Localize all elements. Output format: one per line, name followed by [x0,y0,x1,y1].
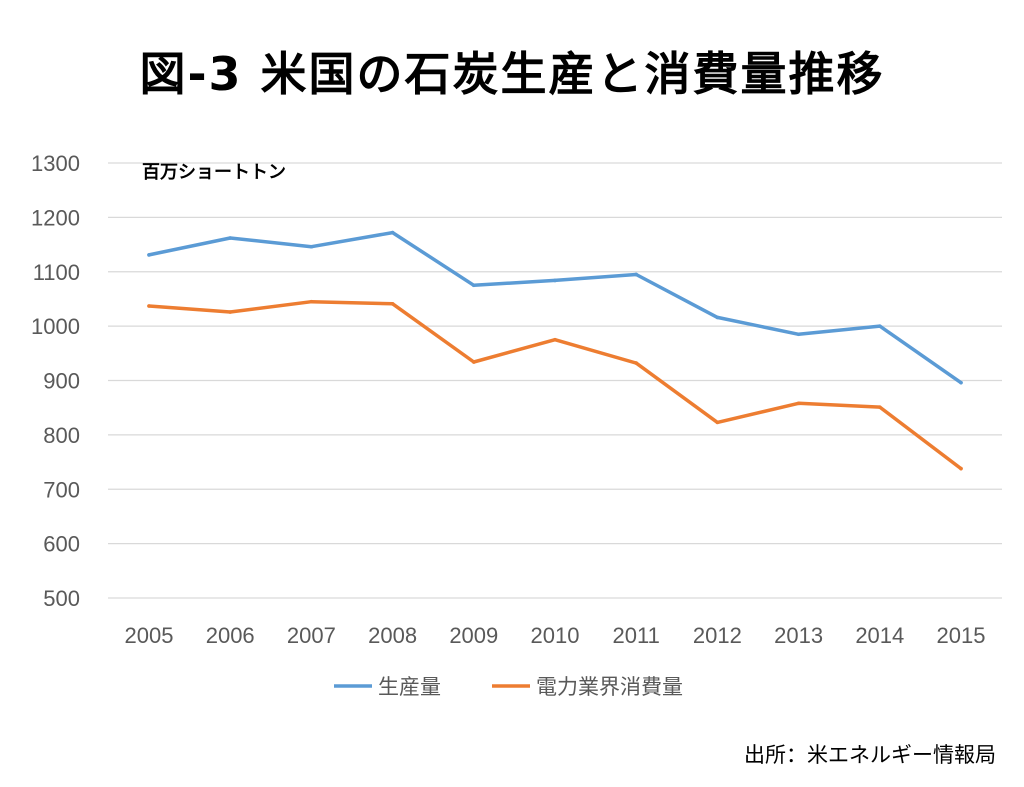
y-tick-label: 1200 [31,205,80,230]
x-tick-label: 2015 [937,623,986,648]
y-tick-label: 1100 [33,260,80,285]
unit-label: 百万ショートトン [142,162,286,183]
data-point [309,299,314,304]
x-tick-label: 2013 [774,623,823,648]
data-point [390,302,395,306]
data-point [715,315,720,320]
y-tick-label: 500 [43,586,80,611]
data-point [634,361,638,365]
x-tick-label: 2010 [531,623,580,648]
y-tick-label: 700 [43,477,80,502]
x-tick-label: 2005 [125,623,174,648]
x-tick-label: 2006 [206,623,255,648]
data-point [147,304,151,308]
legend-label: 電力業界消費量 [536,675,683,699]
data-point [553,278,557,283]
x-tick-label: 2012 [693,623,742,648]
x-tick-label: 2014 [855,623,904,648]
data-point [796,401,801,406]
data-point [390,230,395,235]
data-point [878,324,882,328]
y-tick-label: 900 [43,369,80,394]
data-point [878,405,882,409]
data-point [959,466,963,471]
x-tick-label: 2011 [613,623,660,648]
x-tick-label: 2007 [287,623,336,648]
x-tick-label: 2008 [368,623,417,648]
x-axis: 2005 2006 2007 2008 2009 2010 2011 2012 2013 2014… [125,623,986,648]
legend-label: 生産量 [378,675,441,699]
source-note: 出所：米エネルギー情報局 [744,743,996,767]
y-tick-label: 800 [43,423,80,448]
y-tick-label: 1000 [31,314,80,339]
data-point [472,283,476,288]
gridlines [108,162,1002,599]
y-tick-label: 600 [43,532,80,557]
data-point [959,380,963,385]
legend: 生産量 電力業界消費量 [334,675,683,699]
series-lines [147,230,963,471]
data-point [228,310,232,314]
data-point [634,272,638,277]
y-axis: 500 600 700 800 900 1000 1100 1200 1300 [31,151,80,611]
data-point [715,420,720,425]
data-point [796,332,801,337]
data-point [553,337,557,342]
x-tick-label: 2009 [449,623,498,648]
chart-title: 図-3 米国の石炭生産と消費量推移 [139,47,885,101]
data-point [147,253,151,257]
data-point [309,244,314,249]
data-point [472,360,476,364]
data-point [228,236,232,240]
y-tick-label: 1300 [31,151,80,176]
